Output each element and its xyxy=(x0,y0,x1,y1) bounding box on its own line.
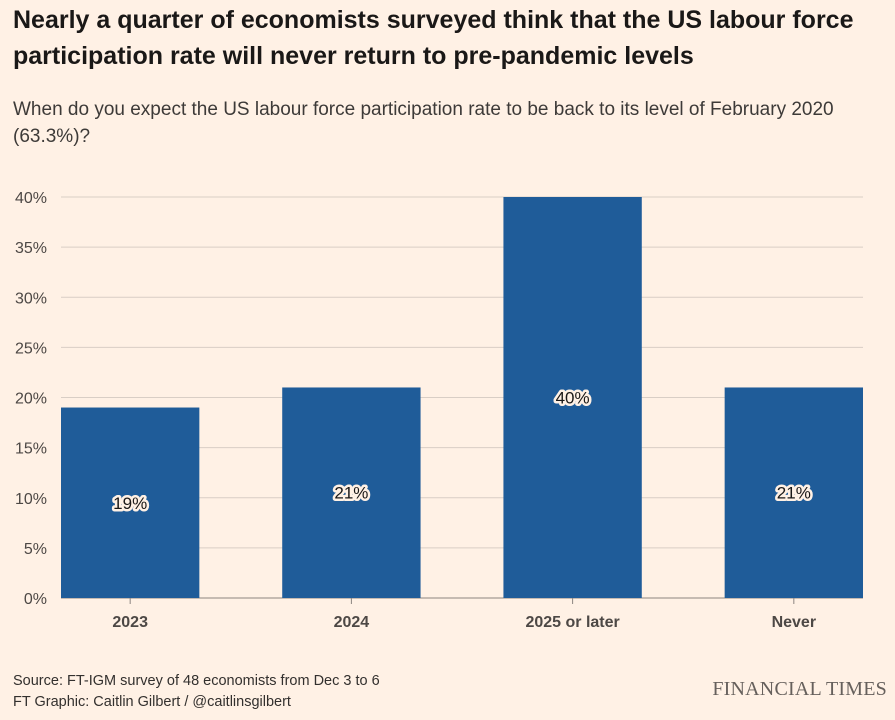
chart-title: Nearly a quarter of economists surveyed … xyxy=(13,6,854,70)
bars xyxy=(61,197,863,598)
source-note: Source: FT-IGM survey of 48 economists f… xyxy=(13,671,380,713)
bar xyxy=(724,387,863,598)
y-tick-label: 35% xyxy=(15,240,47,257)
y-axis: 0% 5% 10% 15% 20% 25% 30% 35% 40% xyxy=(15,190,47,608)
y-tick-label: 15% xyxy=(15,441,47,458)
bar-chart: 0% 5% 10% 15% 20% 25% 30% 35% 40% 2023 2024 2025 o… xyxy=(15,190,863,631)
bar xyxy=(61,407,200,598)
y-tick-label: 5% xyxy=(24,541,47,558)
x-tick-label: 2025 or later xyxy=(525,614,619,631)
y-tick-label: 20% xyxy=(15,391,47,408)
y-tick-label: 25% xyxy=(15,340,47,357)
chart-subtitle: When do you expect the US labour force p… xyxy=(13,99,834,147)
data-labels: 19% 21% 40% 21% xyxy=(111,386,814,515)
data-label: 21% xyxy=(777,484,811,503)
y-tick-label: 0% xyxy=(24,591,47,608)
x-tick-label: 2023 xyxy=(112,614,148,631)
financial-times-logo: FINANCIAL TIMES xyxy=(712,678,887,700)
x-axis: 2023 2024 2025 or later Never xyxy=(112,598,816,631)
y-tick-label: 40% xyxy=(15,190,47,207)
data-label: 21% xyxy=(334,484,368,503)
y-tick-label: 30% xyxy=(15,290,47,307)
x-tick-label: Never xyxy=(772,614,816,631)
x-tick-label: 2024 xyxy=(334,614,370,631)
credit-text: FT Graphic: Caitlin Gilbert / @caitlinsg… xyxy=(13,694,291,710)
source-text: Source: FT-IGM survey of 48 economists f… xyxy=(13,673,380,689)
data-label: 40% xyxy=(556,389,590,408)
data-label: 19% xyxy=(113,494,147,513)
bar xyxy=(282,387,421,598)
y-tick-label: 10% xyxy=(15,491,47,508)
bar xyxy=(503,197,642,598)
